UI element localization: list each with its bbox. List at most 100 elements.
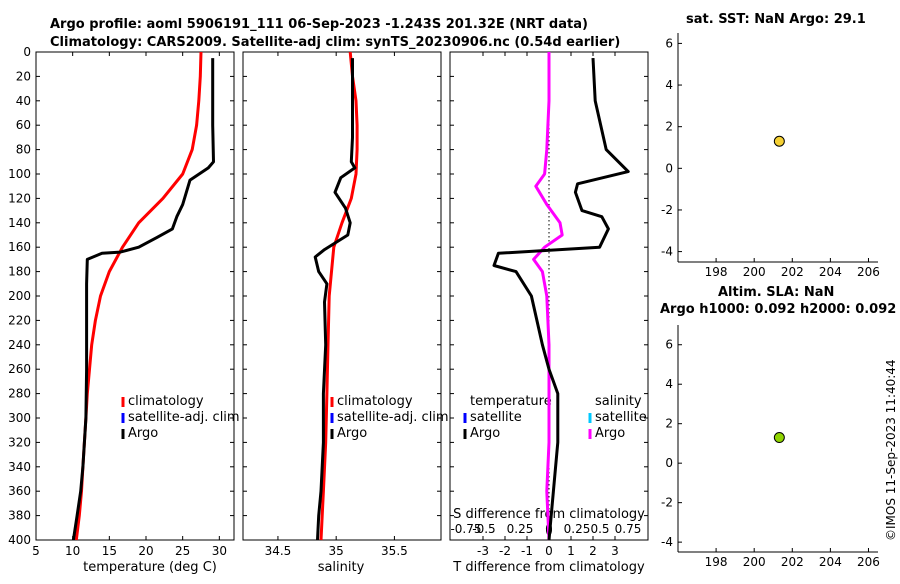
sla-subtitle: Argo h1000: 0.092 h2000: 0.092 [660,302,896,317]
legend-targo-label: Argo [470,426,500,441]
legend-clim-label: climatology [337,394,413,409]
sst-xtick-label: 204 [819,265,842,279]
sst-argo-marker [773,135,785,147]
legend-sat-label: satellite-adj. clim [128,410,240,425]
temperature-xtick-label: 5 [32,544,40,558]
depth-tick-label: 40 [16,94,31,108]
salinity-series-climatology [319,51,359,541]
temperature-xtick-label: 30 [212,544,227,558]
depth-tick-label: 380 [8,509,31,523]
sla-xtick-label: 198 [705,555,728,569]
difference-xtick-label: -2 [499,544,511,558]
imos-watermark: ©IMOS 11-Sep-2023 11:40:44 [884,359,898,541]
legend-clim-label: climatology [128,394,204,409]
legend-argo-label: Argo [337,426,367,441]
salinity-series-argo [313,58,357,541]
sla-xtick-label: 204 [819,555,842,569]
legend-ssat-label: satellite [595,410,647,425]
depth-tick-label: 120 [8,191,31,205]
sla-title: Altim. SLA: NaN [718,285,834,300]
temperature-xtick-label: 25 [175,544,190,558]
sla-ytick-label: 4 [665,377,673,391]
difference-xtick-label: -3 [477,544,489,558]
depth-tick-label: 0 [23,45,31,59]
sla-xtick-label: 200 [743,555,766,569]
sla-ytick-label: 2 [665,417,673,431]
sst-ytick-label: -4 [661,245,673,259]
sla-ytick-label: -2 [661,496,673,510]
difference-xtick-label: 1 [567,544,575,558]
legend-tsat-label: satellite [470,410,522,425]
depth-tick-label: 180 [8,265,31,279]
depth-tick-label: 340 [8,460,31,474]
depth-tick-label: 260 [8,362,31,376]
legend-sargo-label: Argo [595,426,625,441]
temperature-series-climatology [74,51,203,541]
sst-ytick-label: 4 [665,78,673,92]
depth-tick-label: 400 [8,533,31,547]
sla-argo-marker [773,432,785,444]
sst-ytick-label: -2 [661,203,673,217]
salinity-axes-box [242,51,442,541]
sdiff-axis-tick-label: 0.75 [615,522,642,536]
depth-tick-label: 200 [8,289,31,303]
difference-legend: temperature satellite Argo salinity sate… [463,394,647,441]
difference-xtick-label: 0 [545,544,553,558]
tdiff-xlabel: T difference from climatology [452,560,645,575]
depth-tick-label: 300 [8,411,31,425]
difference-xtick-label: 3 [611,544,619,558]
legend-sat-label: satellite-adj. clim [337,410,449,425]
depth-tick-label: 140 [8,216,31,230]
sst-xtick-label: 202 [781,265,804,279]
sst-ytick-label: 2 [665,120,673,134]
sdiff-axis-tick-label: -0.75 [450,522,481,536]
depth-tick-label: 320 [8,435,31,449]
depth-tick-label: 360 [8,484,31,498]
depth-tick-label: 220 [8,313,31,327]
header-line-1: Argo profile: aoml 5906191_111 06-Sep-20… [50,17,588,32]
sdiff-axis-tick-label: -0.5 [472,522,495,536]
legend-temperature-title: temperature [470,394,552,409]
sdiff-axis-tick-label: 0.25 [507,522,534,536]
salinity-xlabel: salinity [318,560,365,575]
depth-tick-label: 100 [8,167,31,181]
difference-xtick-label: -1 [521,544,533,558]
sst-xtick-label: 198 [705,265,728,279]
legend-argo-label: Argo [128,426,158,441]
sst-ytick-label: 6 [665,36,673,50]
sla-ytick-label: 0 [665,456,673,470]
depth-tick-label: 80 [16,143,31,157]
sst-ytick-label: 0 [665,161,673,175]
salinity-xtick-label: 35.5 [381,544,408,558]
legend-salinity-title: salinity [595,394,642,409]
depth-tick-label: 20 [16,69,31,83]
depth-tick-label: 280 [8,387,31,401]
sla-ytick-label: -4 [661,535,673,549]
salinity-legend: climatology satellite-adj. clim Argo [330,394,449,441]
difference-series-s-difference-argo- [532,52,564,541]
difference-series-t-difference-argo- [492,58,630,541]
sla-xtick-label: 202 [781,555,804,569]
temperature-series-argo [71,58,215,541]
temperature-xtick-label: 15 [102,544,117,558]
depth-tick-label: 240 [8,338,31,352]
temperature-xtick-label: 20 [138,544,153,558]
depth-tick-label: 60 [16,118,31,132]
sst-xtick-label: 200 [743,265,766,279]
difference-xtick-label: 2 [589,544,597,558]
temperature-xlabel: temperature (deg C) [83,560,217,575]
sla-ytick-label: 6 [665,338,673,352]
temperature-axes-box [35,51,235,541]
header-line-2: Climatology: CARS2009. Satellite-adj cli… [50,35,620,50]
sla-xtick-label: 206 [857,555,880,569]
depth-tick-label: 160 [8,240,31,254]
sst-xtick-label: 206 [857,265,880,279]
temperature-xtick-label: 10 [65,544,80,558]
salinity-xtick-label: 34.5 [265,544,292,558]
sdiff-axis-tick-label: 0.25 [564,522,591,536]
temperature-legend: climatology satellite-adj. clim Argo [121,394,240,441]
salinity-xtick-label: 35 [329,544,344,558]
sdiff-axis-tick-label: 0.5 [590,522,609,536]
sst-title: sat. SST: NaN Argo: 29.1 [686,12,866,27]
